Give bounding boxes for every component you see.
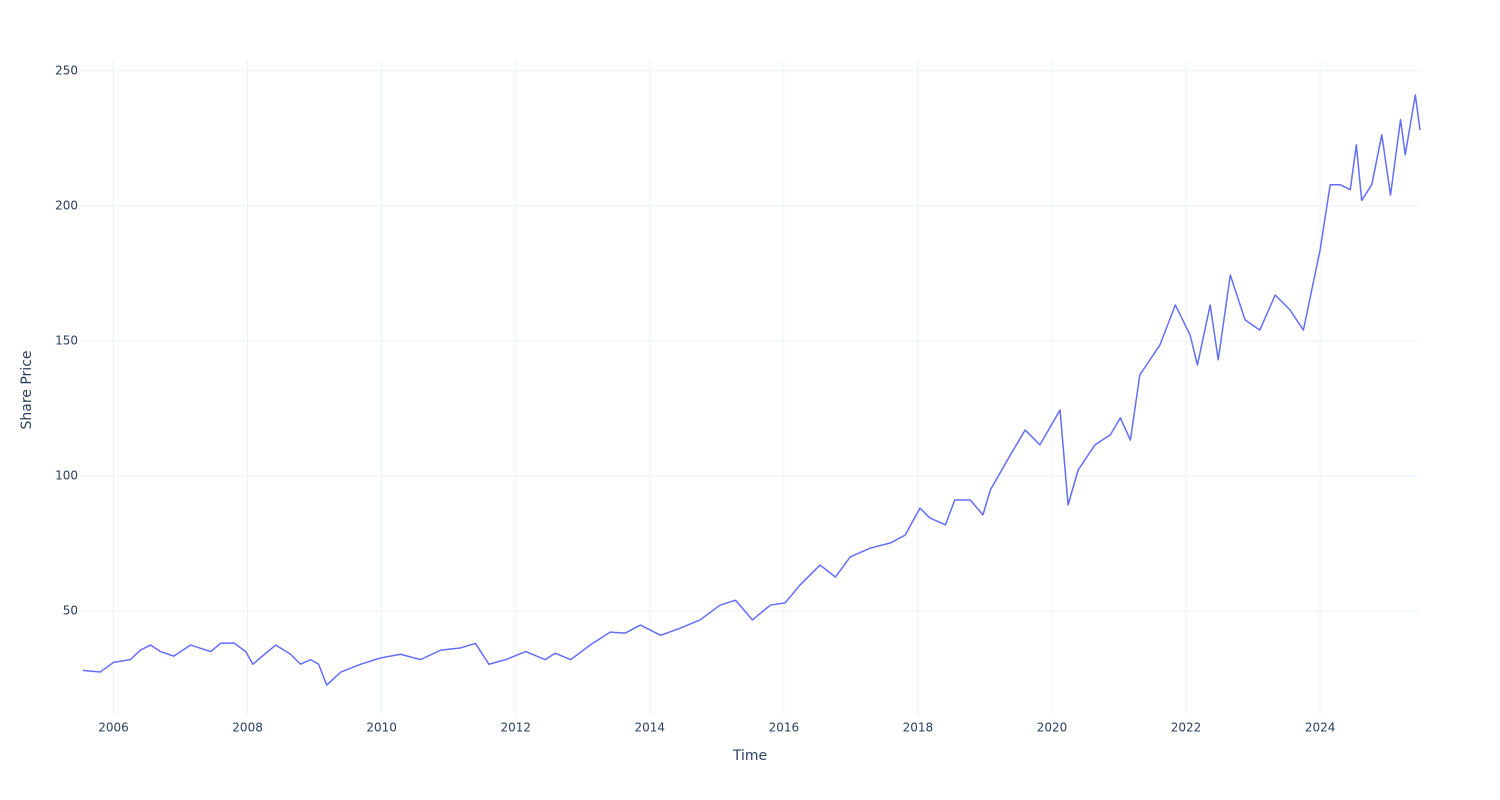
- y-tick-label: 50: [63, 604, 78, 618]
- x-tick-label: 2018: [903, 721, 934, 735]
- x-tick-label: 2024: [1305, 721, 1336, 735]
- x-tick-label: 2010: [366, 721, 397, 735]
- price-line: [82, 94, 1421, 686]
- x-tick-label: 2014: [635, 721, 666, 735]
- y-tick-label: 100: [55, 468, 78, 482]
- x-tick-label: 2012: [500, 721, 531, 735]
- y-tick-label: 150: [55, 333, 78, 347]
- y-tick-label: 250: [55, 63, 78, 77]
- x-tick-label: 2008: [232, 721, 263, 735]
- x-tick-label: 2020: [1037, 721, 1068, 735]
- y-axis-title: Share Price: [19, 350, 35, 429]
- x-axis-title: Time: [732, 748, 767, 764]
- x-tick-label: 2022: [1171, 721, 1202, 735]
- x-tick-label: 2016: [769, 721, 800, 735]
- x-tick-label: 2006: [98, 721, 129, 735]
- y-tick-label: 200: [55, 198, 78, 212]
